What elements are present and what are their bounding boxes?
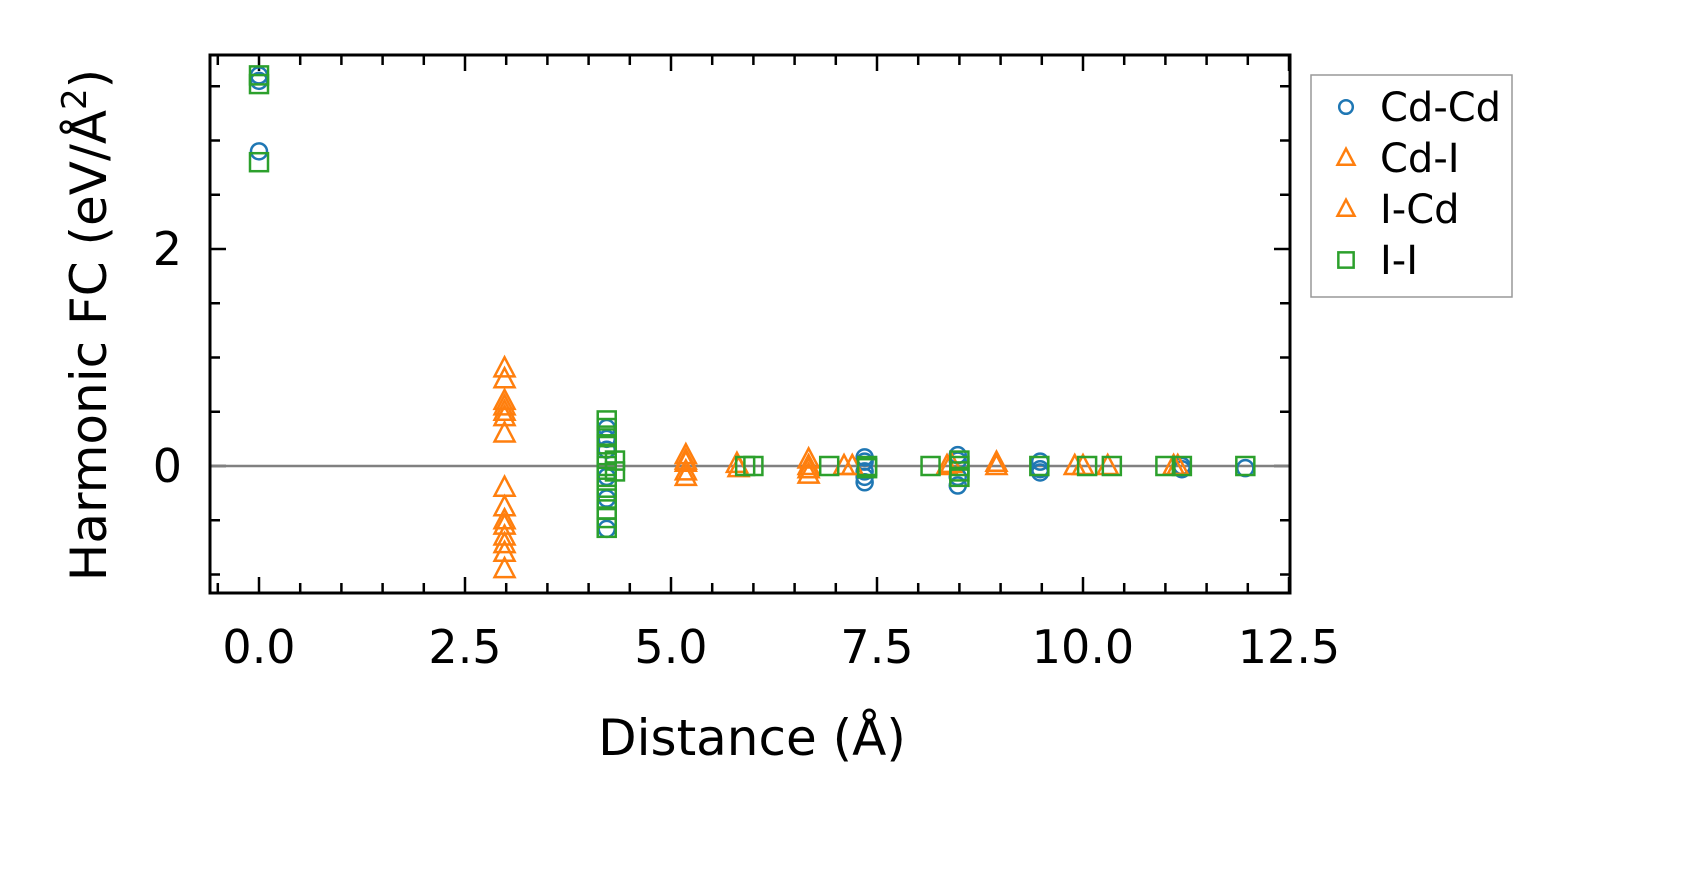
data-point: [856, 457, 878, 479]
x-axis-label: Distance (Å): [598, 709, 906, 767]
data-point: [248, 73, 270, 95]
x-tick-label: 0.0: [222, 620, 295, 674]
data-point: [1235, 455, 1256, 477]
legend-marker-triangle-icon: [1335, 145, 1357, 167]
data-point: [492, 522, 517, 546]
plot-frame: [208, 53, 1292, 595]
x-tick-label: 7.5: [840, 620, 913, 674]
data-point: [796, 452, 821, 476]
legend-marker-circle-icon: [1337, 98, 1355, 116]
data-point: [249, 142, 269, 161]
data-point: [1076, 455, 1098, 477]
data-point: [492, 403, 517, 427]
data-point: [1029, 455, 1050, 477]
data-point: [818, 455, 840, 477]
series-i-i: [248, 65, 1256, 539]
data-point: [796, 460, 821, 484]
data-point: [492, 506, 517, 530]
y-tick-label: 2: [153, 222, 182, 276]
x-tick-label: 2.5: [428, 620, 501, 674]
data-point: [604, 450, 626, 471]
x-tick-label: 5.0: [634, 620, 707, 674]
legend-label: Cd-I: [1380, 136, 1460, 182]
y-tick-label: 0: [153, 439, 182, 493]
legend-label: I-Cd: [1380, 187, 1460, 233]
data-point: [248, 151, 270, 173]
legend-label: Cd-Cd: [1380, 85, 1501, 131]
data-point: [855, 462, 874, 481]
data-point: [673, 441, 698, 465]
legend: Cd-Cd Cd-I I-Cd I-I: [1310, 74, 1513, 298]
data-point: [492, 365, 517, 389]
data-point: [492, 555, 517, 579]
data-point: [604, 461, 626, 482]
data-point: [596, 517, 617, 539]
data-point: [949, 466, 970, 488]
data-point: [743, 455, 764, 477]
data-point: [984, 452, 1009, 476]
y-tick-labels: 02: [153, 222, 182, 493]
data-point: [492, 530, 517, 554]
data-point: [492, 354, 517, 378]
data-point: [597, 489, 616, 508]
legend-marker-square-icon: [1337, 251, 1355, 269]
y-axis-label: Harmonic FC (eV/Å2): [55, 69, 118, 581]
data-point: [920, 455, 941, 477]
data-point: [673, 463, 698, 487]
data-point: [1171, 455, 1193, 477]
data-point: [796, 455, 821, 479]
data-points: [248, 65, 1256, 579]
legend-label: I-I: [1380, 238, 1418, 284]
legend-frame: [1310, 74, 1513, 298]
x-tick-label: 12.5: [1238, 620, 1340, 674]
data-point: [492, 474, 517, 497]
data-point: [1155, 455, 1176, 477]
x-tick-labels: 0.0 2.5 5.0 7.5 10.0 12.5: [222, 620, 1340, 674]
data-point: [492, 387, 517, 411]
data-point: [492, 392, 517, 416]
data-point: [984, 449, 1009, 472]
data-point: [796, 445, 821, 469]
data-point: [934, 452, 960, 476]
x-tick-label: 10.0: [1032, 620, 1134, 674]
data-point: [492, 398, 517, 421]
legend-marker-triangle-icon: [1335, 196, 1357, 218]
data-point: [596, 488, 617, 509]
data-point: [1101, 455, 1123, 477]
axis-ticks: [210, 55, 1291, 593]
data-point: [492, 419, 517, 443]
data-point: [673, 446, 698, 470]
data-point: [673, 457, 698, 481]
data-point: [597, 519, 616, 539]
